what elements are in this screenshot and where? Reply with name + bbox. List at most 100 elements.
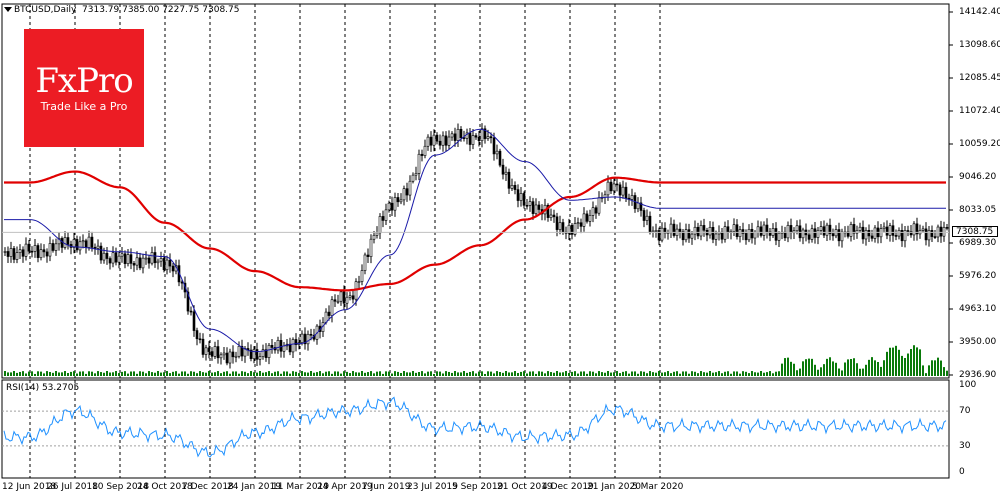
volume-bar [892, 347, 894, 376]
volume-bar [856, 363, 858, 376]
price-tick-label: 9046.20 [959, 172, 997, 182]
candle-body [36, 245, 40, 258]
volume-bar [523, 371, 525, 376]
volume-bar [706, 372, 708, 376]
candle-body [237, 345, 241, 357]
candle-body [330, 299, 334, 316]
volume-bar [721, 373, 723, 376]
volume-bar [151, 372, 153, 376]
volume-bar [673, 371, 675, 376]
candle-body [426, 136, 430, 147]
volume-bar [778, 371, 780, 376]
volume-bar [460, 372, 462, 376]
candle-body [582, 213, 586, 227]
candle-body [252, 349, 256, 359]
candle-body [390, 202, 394, 211]
candle-body [630, 195, 634, 200]
volume-bar [394, 371, 396, 376]
volume-bar [43, 373, 45, 376]
volume-bar [565, 371, 567, 376]
volume-bar [10, 372, 12, 376]
volume-bar [841, 370, 843, 376]
volume-bar [937, 357, 939, 376]
candle-body [333, 299, 337, 302]
candle-body [51, 243, 55, 251]
candle-body [828, 224, 832, 234]
candle-body [435, 134, 439, 142]
candle-body [135, 257, 139, 266]
price-tick-label: 5976.20 [959, 271, 997, 281]
volume-bar [139, 371, 141, 376]
candle-body [750, 229, 754, 239]
volume-bar [631, 371, 633, 376]
volume-bar [922, 365, 924, 376]
volume-bar [304, 372, 306, 376]
candle-body [516, 189, 520, 201]
candle-body [45, 251, 49, 257]
candle-body [372, 234, 376, 240]
volume-bar [133, 371, 135, 376]
rsi-tick-label: 100 [959, 380, 977, 390]
volume-bar [241, 371, 243, 376]
candle-body [726, 226, 730, 233]
candle-body [588, 215, 592, 222]
candle-body [366, 254, 370, 257]
time-tick-label: 26 Jul 2018 [47, 482, 98, 492]
volume-bar [502, 372, 504, 376]
volume-bar [370, 371, 372, 376]
candle-body [912, 223, 916, 236]
volume-bar [436, 371, 438, 376]
time-tick-label: 21 Jan 2020 [587, 482, 641, 492]
candle-body [48, 243, 52, 257]
volume-bar [808, 358, 810, 376]
candle-body [432, 134, 436, 146]
candle-body [810, 228, 814, 240]
volume-bar [544, 373, 546, 376]
volume-bar [79, 371, 81, 376]
volume-bar [400, 372, 402, 376]
current-price-tag: 7308.75 [952, 226, 998, 238]
volume-bar [871, 357, 873, 376]
volume-bar [733, 371, 735, 376]
volume-bar [646, 373, 648, 376]
candle-body [597, 197, 601, 214]
candle-body [891, 225, 895, 236]
candle-body [375, 232, 379, 236]
volume-bar [796, 370, 798, 376]
candle-body [822, 226, 826, 236]
candle-body [537, 204, 541, 210]
candle-body [618, 184, 622, 196]
candle-body [894, 235, 898, 237]
candle-body [930, 230, 934, 237]
volume-bar [109, 372, 111, 376]
candle-body [573, 223, 577, 235]
time-tick-label: 24 Jan 2019 [227, 482, 281, 492]
volume-bar [4, 371, 6, 376]
candle-body [864, 230, 868, 240]
candle-body [939, 226, 943, 237]
candle-body [591, 207, 595, 216]
volume-bar [268, 371, 270, 376]
volume-bar [613, 372, 615, 376]
volume-bar [904, 358, 906, 376]
volume-bar [781, 363, 783, 376]
volume-bar [829, 357, 831, 376]
candle-body [468, 132, 472, 145]
candle-body [306, 333, 310, 345]
candle-body [393, 197, 397, 211]
volume-bar [52, 372, 54, 376]
volume-bar [532, 371, 534, 376]
candle-body [141, 257, 145, 269]
candle-body [801, 229, 805, 239]
candle-body [129, 254, 133, 264]
candle-body [417, 153, 421, 174]
volume-bar [700, 371, 702, 376]
candle-body [624, 186, 628, 199]
candle-body [24, 243, 28, 257]
candle-body [492, 137, 496, 155]
candle-body [483, 128, 487, 139]
volume-bar [715, 372, 717, 376]
volume-bar [574, 371, 576, 376]
volume-bar [754, 372, 756, 376]
volume-bar [886, 351, 888, 376]
